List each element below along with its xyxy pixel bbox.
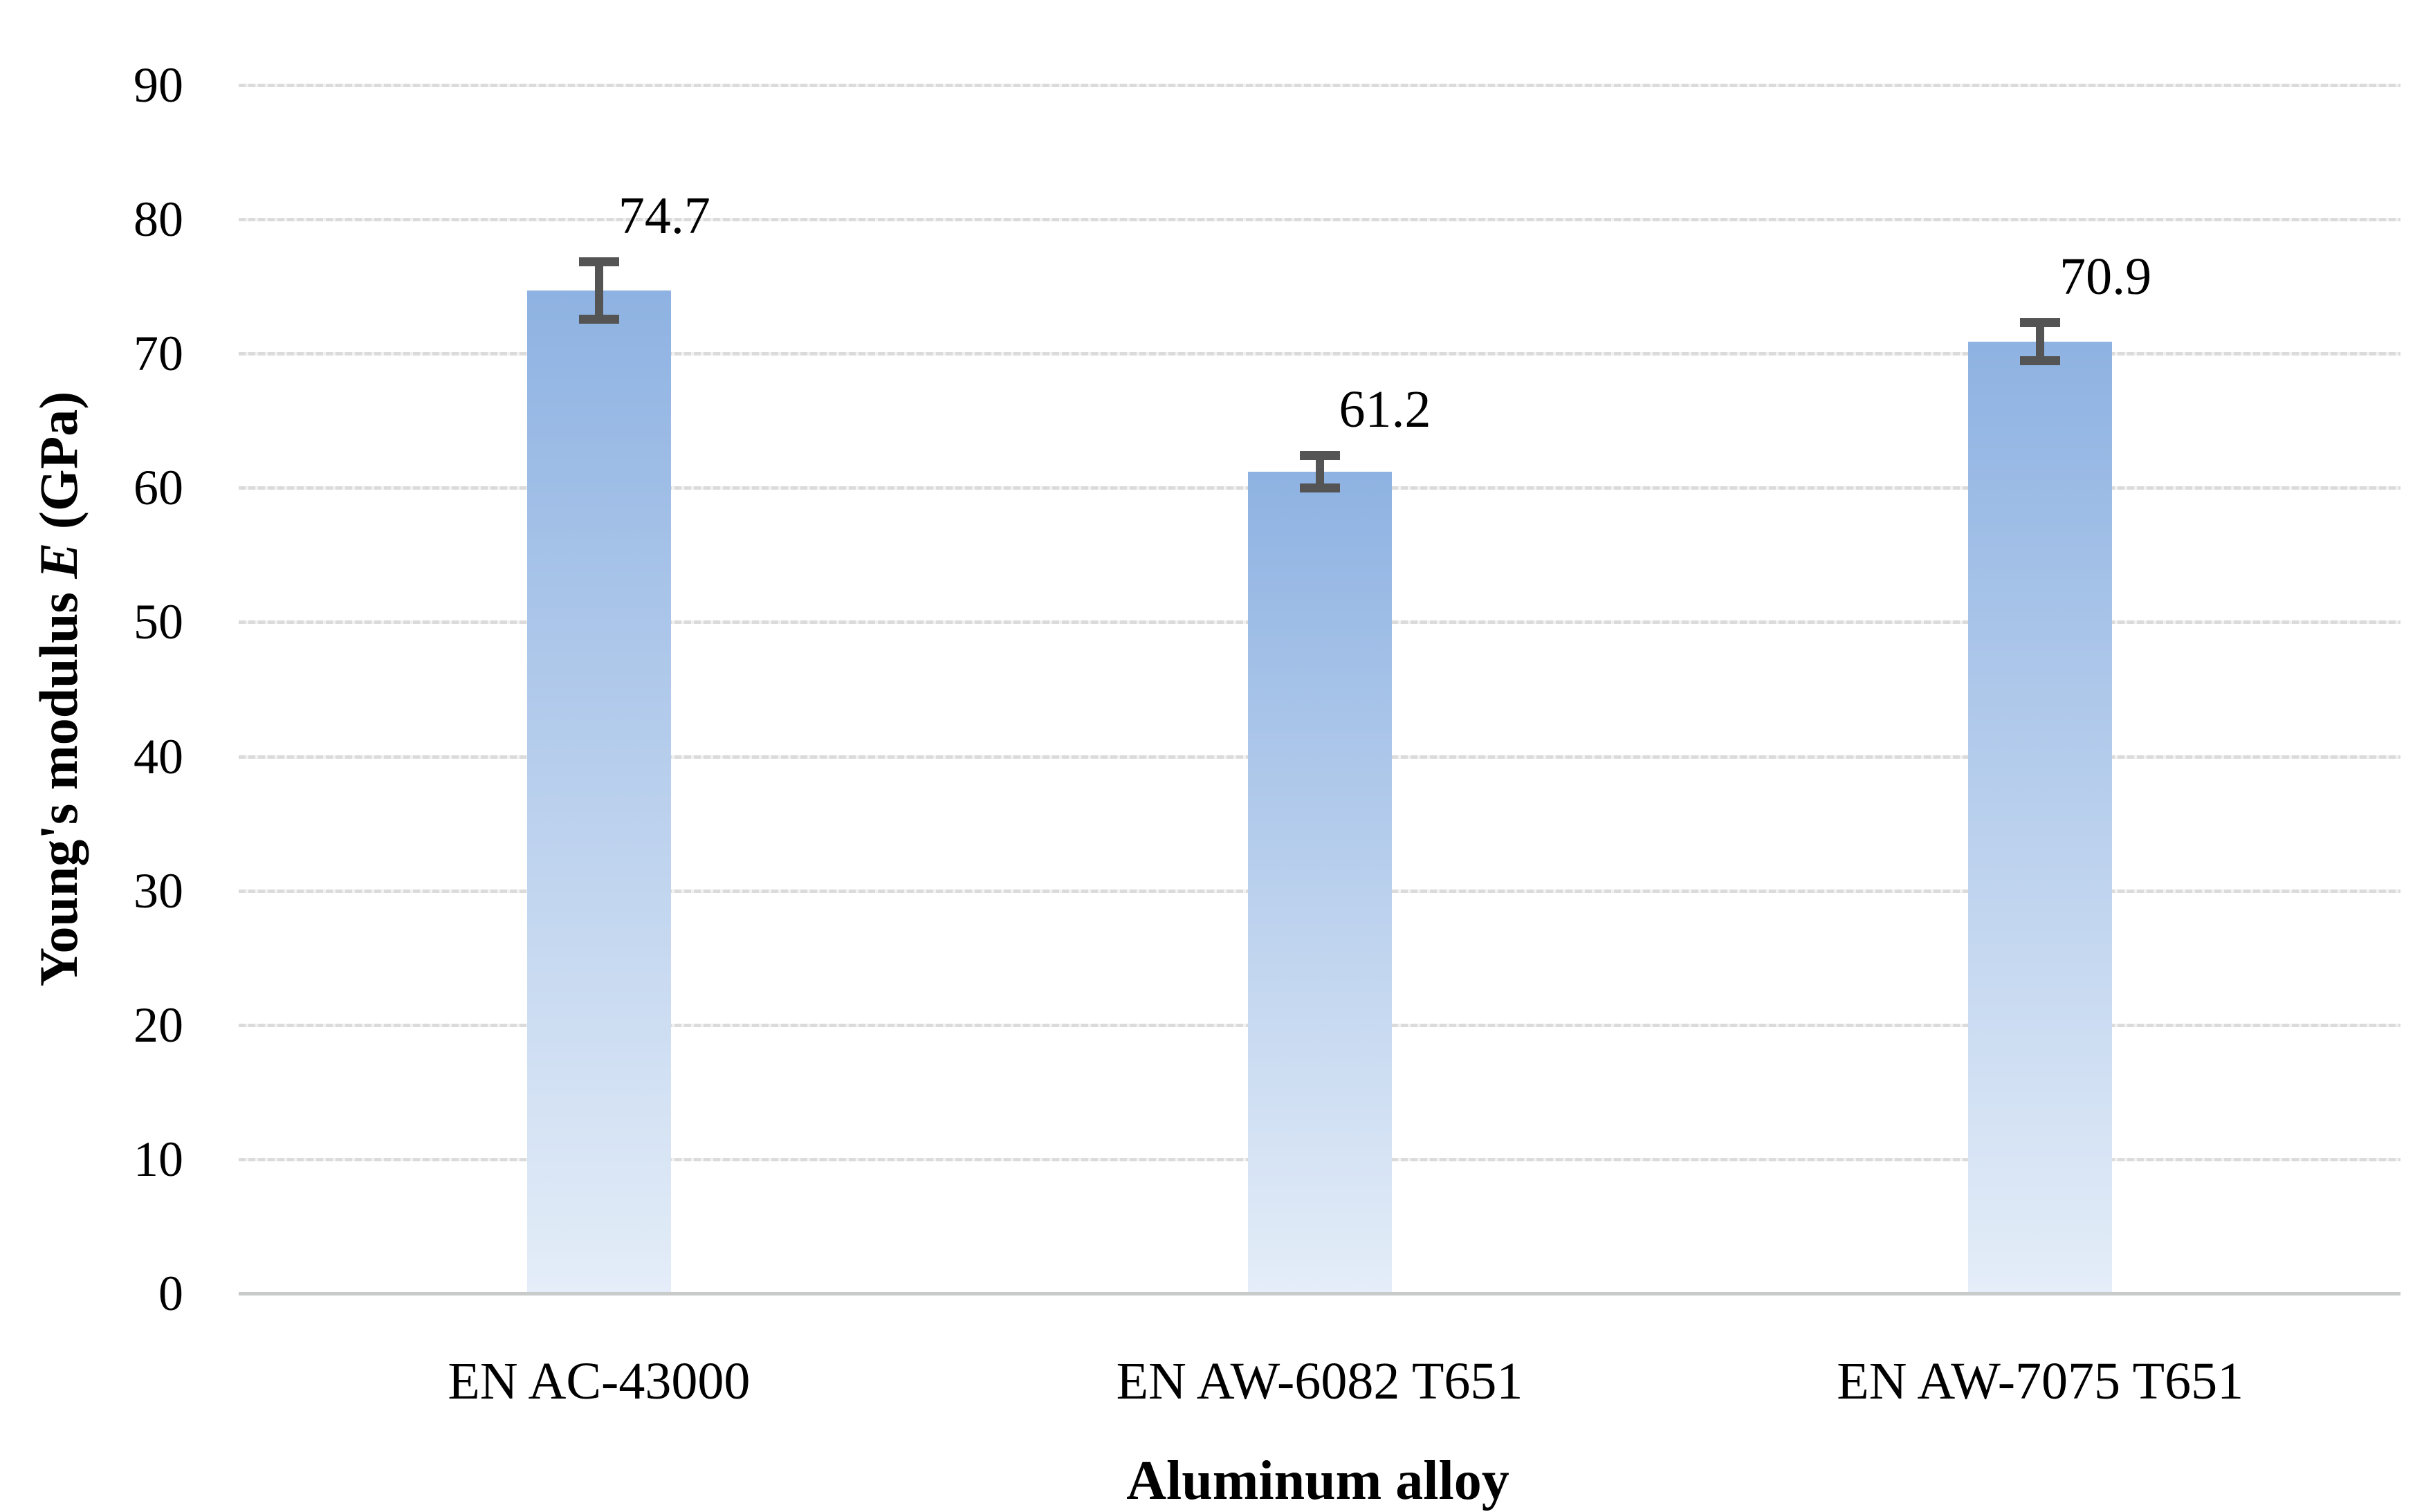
bar bbox=[1247, 472, 1392, 1292]
error-bar-cap-top bbox=[2020, 317, 2061, 327]
error-bar-cap-bottom bbox=[1299, 483, 1340, 493]
x-axis-title: Aluminum alloy bbox=[1126, 1450, 1509, 1511]
x-axis-line bbox=[239, 1292, 2400, 1296]
y-tick-label: 90 bbox=[134, 57, 183, 113]
gridline bbox=[239, 84, 2400, 87]
y-tick-label: 70 bbox=[134, 326, 183, 382]
error-bar-stem bbox=[1315, 451, 1324, 492]
y-tick-label: 60 bbox=[134, 460, 183, 516]
y-tick-label: 10 bbox=[134, 1131, 183, 1187]
y-tick-label: 30 bbox=[134, 863, 183, 919]
x-tick-label: EN AC-43000 bbox=[448, 1352, 751, 1410]
error-bar-stem bbox=[2036, 318, 2045, 365]
x-tick-label: EN AW-7075 T651 bbox=[1837, 1352, 2244, 1410]
y-tick-label: 0 bbox=[158, 1266, 183, 1321]
error-bar-cap-top bbox=[1299, 450, 1340, 460]
y-tick-label: 50 bbox=[134, 594, 183, 650]
y-axis-symbol: E bbox=[28, 542, 89, 579]
bar bbox=[1968, 341, 2113, 1292]
y-tick-label: 40 bbox=[134, 728, 183, 784]
error-bar-cap-top bbox=[578, 257, 619, 267]
bar-value-label: 70.9 bbox=[2059, 247, 2152, 306]
x-tick-label: EN AW-6082 T651 bbox=[1116, 1352, 1523, 1410]
y-tick-label: 80 bbox=[134, 192, 183, 248]
error-bar-cap-bottom bbox=[578, 314, 619, 324]
bar bbox=[526, 290, 671, 1292]
gridline bbox=[239, 352, 2400, 356]
bar-value-label: 74.7 bbox=[618, 187, 710, 246]
gridline bbox=[239, 218, 2400, 222]
error-bar-cap-bottom bbox=[2020, 356, 2061, 365]
bar-value-label: 61.2 bbox=[1339, 380, 1431, 439]
error-bar-stem bbox=[594, 258, 603, 323]
y-tick-label: 20 bbox=[134, 997, 183, 1053]
